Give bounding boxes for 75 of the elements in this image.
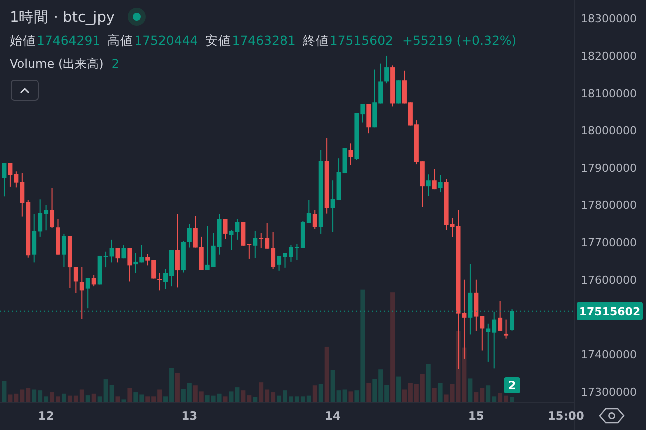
annotation: 高値: [108, 33, 134, 48]
candlestick: [187, 224, 192, 248]
candlestick: [86, 277, 90, 310]
bar: [223, 396, 228, 403]
candlestick: [438, 174, 443, 194]
candlestick: [122, 245, 126, 260]
y-tick-label: 17300000: [581, 386, 637, 399]
annotation: 終値: [302, 33, 329, 48]
candlestick: [80, 266, 84, 320]
bar: [396, 376, 402, 403]
ref-line-label: 17515602: [579, 305, 641, 318]
bar: [92, 394, 96, 403]
bar: [348, 392, 354, 403]
candlestick: [128, 248, 132, 282]
candlestick: [312, 210, 318, 230]
annotation: 17463281: [232, 33, 296, 48]
text: 1時間 · btc_jpy: [10, 9, 116, 26]
candlestick: [253, 230, 258, 259]
y-tick-label: 17800000: [581, 199, 637, 212]
candlestick: [366, 104, 372, 134]
annotation: 17520444: [134, 33, 198, 48]
x-tick-label: 12: [38, 409, 54, 423]
annotation: 安値: [205, 33, 232, 48]
bar: [390, 292, 396, 403]
y-tick-label: 18300000: [581, 12, 637, 26]
annotation: Volume (出来高): [10, 57, 104, 71]
bar: [253, 397, 258, 403]
candlestick: [50, 188, 55, 228]
bar: [426, 364, 431, 403]
y-tick-label: 17400000: [581, 348, 637, 362]
annotation: +55219 (+0.32%): [402, 33, 517, 48]
bar: [62, 394, 66, 403]
candlestick: [498, 300, 503, 332]
candlestick: [504, 319, 509, 340]
bar: [318, 384, 324, 403]
candlestick: [432, 168, 437, 190]
candlestick: [2, 162, 7, 198]
bar: [366, 383, 372, 403]
candlestick: [426, 174, 431, 197]
annotation: 17515602: [330, 33, 394, 48]
annotation: 17464291: [37, 33, 101, 48]
bar: [128, 388, 132, 403]
bar: [312, 386, 318, 403]
y-tick-label: 17700000: [581, 236, 637, 250]
candlestick: [223, 218, 228, 240]
candlestick: [116, 248, 120, 264]
candlestick: [348, 143, 354, 166]
bar: [175, 373, 180, 403]
x-tick-label: 15:00: [548, 409, 584, 423]
candlestick: [92, 274, 96, 288]
candlestick: [62, 233, 66, 268]
annotation: 始値: [10, 33, 36, 48]
y-tick-label: 18100000: [581, 87, 637, 100]
candlestick: [175, 214, 180, 288]
bar: [510, 397, 515, 403]
y-tick-label: 17900000: [581, 162, 637, 175]
bar: [2, 381, 7, 403]
bar: [324, 346, 330, 403]
bar: [116, 396, 120, 403]
x-tick-label: 13: [182, 409, 198, 423]
y-tick-label: 18000000: [581, 124, 637, 138]
bar: [122, 400, 126, 403]
x-tick-label: 15: [468, 409, 484, 423]
candlestick: [158, 272, 162, 292]
candlestick: [384, 55, 390, 84]
annotation: 2: [112, 57, 120, 71]
bar: [86, 396, 90, 403]
data-label: 2: [508, 378, 516, 392]
bar: [432, 388, 437, 403]
bar: [438, 383, 443, 403]
x-tick-label: 14: [325, 409, 342, 423]
y-tick-label: 18200000: [581, 50, 637, 63]
candlestick: [396, 80, 402, 104]
y-tick-label: 17600000: [581, 274, 637, 287]
bar: [468, 378, 473, 403]
